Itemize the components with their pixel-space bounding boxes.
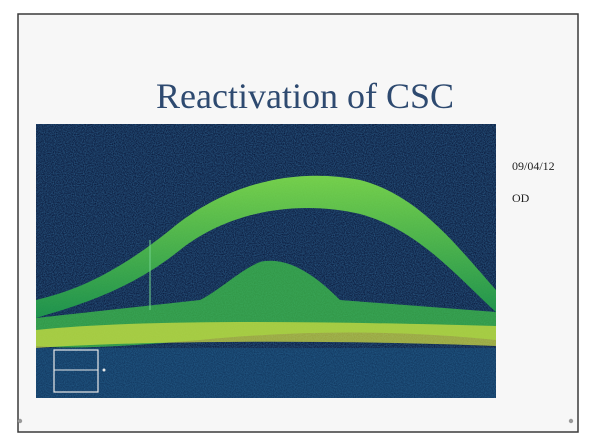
- date-note: 09/04/12: [512, 159, 555, 173]
- page: Reactivation of CSC 09/04/12 OD (() => {…: [0, 0, 594, 444]
- corner-dot: [18, 419, 22, 423]
- eye-note: OD: [512, 191, 530, 205]
- slide-title: Reactivation of CSC: [156, 76, 454, 116]
- oct-image: [36, 124, 496, 398]
- corner-dot: [569, 419, 573, 423]
- slide: Reactivation of CSC 09/04/12 OD: [0, 0, 594, 444]
